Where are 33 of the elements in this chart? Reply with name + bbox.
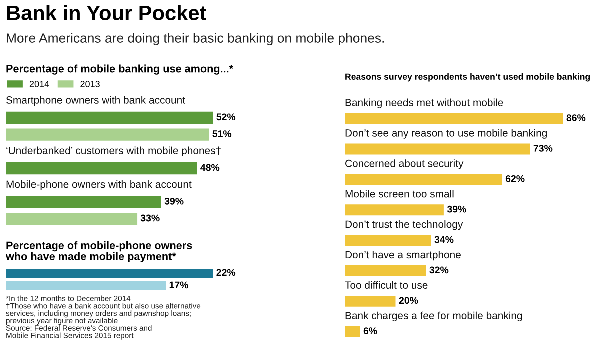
- y-tick-label: Bank charges a fee for mobile banking: [346, 312, 522, 322]
- chart-title: Percentage of mobile banking use among...*: [6, 64, 234, 75]
- legend-label: 2014: [30, 81, 50, 88]
- data-label: 51%: [212, 130, 232, 138]
- y-tick-label: Smartphone owners with bank account: [6, 96, 186, 106]
- y-tick-label: ‘Underbanked’ customers with mobile phones†: [6, 146, 221, 157]
- data-label: 22%: [216, 269, 236, 276]
- y-tick-label: Don’t see any reason to use mobile banking: [346, 129, 547, 139]
- data-label: 33%: [140, 214, 160, 222]
- y-tick-label: Don’t have a smartphone: [346, 250, 461, 261]
- text: More Americans are doing their basic banking on mobile phones.: [7, 33, 384, 46]
- y-tick-label: Too difficult to use: [345, 281, 428, 290]
- y-tick-label: Concerned about security: [346, 160, 464, 170]
- y-tick-label: Mobile screen too small: [346, 190, 454, 198]
- data-label: 86%: [566, 114, 586, 122]
- data-label: 62%: [506, 175, 525, 182]
- data-label: 34%: [434, 236, 454, 244]
- data-label: 52%: [216, 114, 236, 121]
- chart-title: Reasons survey respondents haven’t used mobile banking: [346, 74, 590, 82]
- data-label: 48%: [200, 164, 220, 172]
- data-label: 20%: [399, 297, 418, 304]
- y-tick-label: Mobile-phone owners with bank account: [6, 180, 192, 190]
- chart-title: Percentage of mobile-phone owners who have made mobile payment*: [6, 242, 192, 263]
- y-tick-label: Don’t trust the technology: [346, 220, 464, 230]
- data-label: 17%: [170, 282, 188, 289]
- data-label: 32%: [430, 266, 449, 274]
- data-label: 39%: [447, 206, 466, 213]
- data-label: 39%: [164, 198, 184, 205]
- y-tick-label: Banking needs met without mobile: [346, 98, 504, 108]
- text: Bank in Your Pocket: [7, 5, 206, 21]
- data-label: 73%: [534, 145, 553, 152]
- legend-label: 2013: [80, 81, 100, 88]
- data-label: 6%: [364, 328, 378, 334]
